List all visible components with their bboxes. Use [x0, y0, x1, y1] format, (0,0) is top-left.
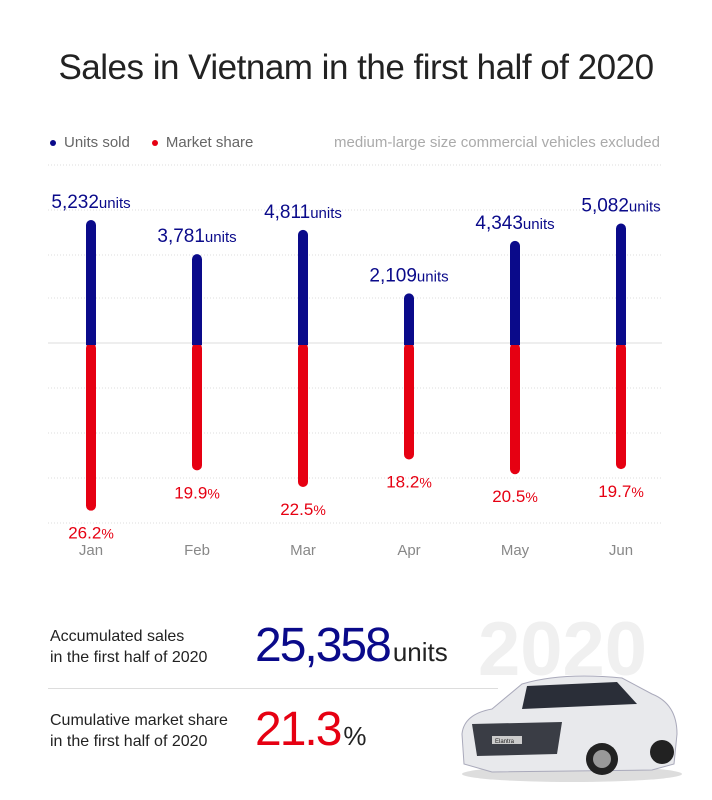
dot-icon	[50, 140, 56, 147]
chart-note: medium-large size commercial vehicles ex…	[334, 134, 660, 151]
page-title: Sales in Vietnam in the first half of 20…	[58, 48, 654, 87]
share-bar	[86, 343, 96, 511]
month-label: May	[501, 542, 530, 559]
units-bar	[86, 220, 96, 348]
units-bar	[404, 293, 414, 348]
divider	[48, 688, 498, 689]
sales-label: Accumulated sales in the first half of 20…	[50, 626, 207, 668]
share-value: 21.3	[255, 703, 342, 756]
share-bar	[298, 343, 308, 487]
units-label: 2,109units	[369, 265, 448, 286]
legend: Units sold Market share	[50, 134, 253, 151]
share-label: 26.2%	[68, 524, 114, 543]
sales-total: 25,358 units	[255, 618, 448, 673]
month-label: Apr	[397, 542, 420, 559]
share-unit: %	[343, 721, 367, 751]
bar-joint	[616, 341, 626, 345]
legend-units: Units sold	[50, 134, 130, 151]
units-bar	[298, 229, 308, 348]
bar-joint	[192, 341, 202, 345]
units-label: 5,082units	[581, 196, 660, 217]
share-bar	[404, 343, 414, 460]
share-label: Cumulative market share in the first half…	[50, 710, 228, 752]
share-label-line2: in the first half of 2020	[50, 733, 208, 750]
month-label: Jan	[79, 542, 103, 559]
share-label-line1: Cumulative market share	[50, 712, 228, 729]
units-label: 3,781units	[157, 226, 236, 247]
share-bar	[510, 343, 520, 475]
share-bar	[616, 343, 626, 470]
sales-label-line2: in the first half of 2020	[50, 649, 208, 666]
units-label: 4,811units	[264, 202, 342, 223]
dot-icon	[151, 140, 158, 147]
units-bar	[510, 240, 520, 348]
bar-joint	[298, 341, 308, 345]
bar-joint	[510, 341, 520, 345]
share-label: 22.5%	[280, 500, 326, 519]
units-label: 5,232units	[51, 192, 130, 213]
sales-unit: units	[392, 637, 448, 667]
month-label: Mar	[290, 542, 316, 559]
share-total: 21.3%	[255, 702, 367, 757]
bar-joint	[86, 341, 96, 345]
car-image: Elantra	[461, 675, 682, 782]
sales-label-line1: Accumulated sales	[50, 628, 185, 645]
share-label: 19.9%	[174, 483, 220, 502]
legend-share: Market share	[151, 134, 254, 151]
units-bar	[616, 223, 626, 348]
legend-units-label: Units sold	[64, 134, 130, 151]
legend-share-label: Market share	[165, 134, 254, 151]
bar-joint	[404, 341, 414, 345]
share-label: 18.2%	[386, 472, 432, 491]
month-label: Feb	[184, 542, 210, 559]
share-bar	[192, 343, 202, 471]
chart: 5,232units 26.2%Jan 3,781units 19.9% Feb 4,81…	[48, 164, 662, 559]
car-badge: Elantra	[495, 739, 515, 745]
share-label: 19.7%	[598, 482, 644, 501]
units-bar	[192, 254, 202, 348]
share-label: 20.5%	[492, 487, 538, 506]
sales-value: 25,358	[255, 619, 392, 672]
month-label: Jun	[609, 542, 633, 559]
units-label: 4,343units	[475, 213, 554, 234]
